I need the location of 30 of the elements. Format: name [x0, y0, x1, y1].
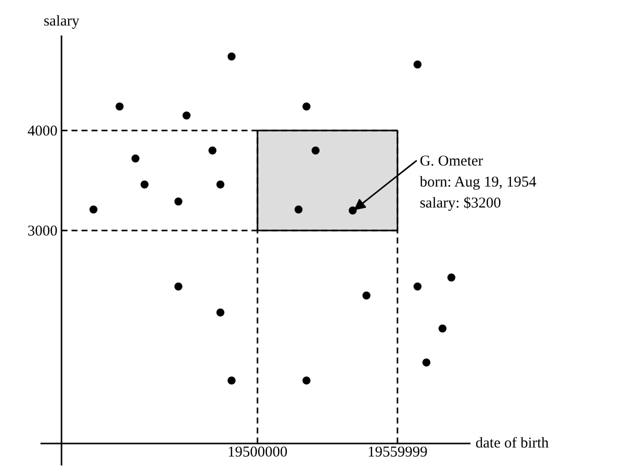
- point: [362, 292, 370, 300]
- point: [131, 154, 140, 162]
- y-axis-title: salary: [44, 14, 80, 30]
- point: [228, 52, 236, 60]
- point: [312, 146, 320, 154]
- point: [414, 60, 422, 68]
- point: [174, 282, 182, 290]
- point: [294, 206, 303, 214]
- point: [140, 180, 149, 188]
- y-tick-label: 4000: [28, 124, 58, 140]
- point: [216, 180, 224, 188]
- point: [447, 274, 456, 282]
- point: [414, 282, 422, 290]
- point: [216, 308, 224, 316]
- annotation: G. Ometer born: Aug 19, 1954 salary: $3200: [420, 154, 537, 212]
- x-tick-label: 19559999: [367, 444, 428, 460]
- point: [422, 358, 430, 366]
- point: [438, 324, 446, 332]
- point: [228, 376, 236, 384]
- point: [208, 146, 216, 154]
- point: [302, 102, 310, 110]
- point: [89, 206, 98, 214]
- point: [116, 102, 124, 110]
- point: [348, 206, 357, 214]
- x-tick-label: 19500000: [227, 444, 288, 460]
- point: [182, 112, 191, 120]
- point: [302, 376, 310, 384]
- x-axis-title: date of birth: [476, 436, 550, 452]
- y-tick-label: 3000: [28, 224, 58, 240]
- point: [174, 198, 182, 206]
